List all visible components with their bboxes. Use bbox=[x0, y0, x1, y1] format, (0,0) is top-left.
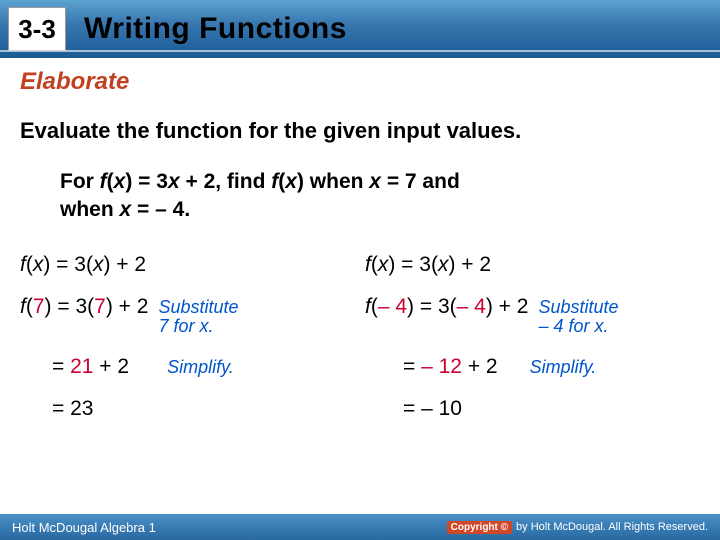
problem-text: + 2, find bbox=[180, 170, 272, 193]
problem-var: x bbox=[285, 170, 297, 193]
step-row: f(x) = 3(x) + 2 bbox=[20, 253, 355, 277]
txt: ( bbox=[371, 253, 378, 276]
lesson-number-box: 3-3 bbox=[8, 7, 66, 51]
computed-value: – 12 bbox=[421, 355, 462, 378]
lesson-number: 3-3 bbox=[18, 14, 56, 45]
step-note: Simplify. bbox=[530, 358, 597, 378]
note-line: – 4 for x. bbox=[538, 316, 608, 336]
problem-text: = 7 and bbox=[381, 170, 460, 193]
header-divider bbox=[0, 50, 720, 52]
problem-text: when bbox=[60, 198, 120, 221]
problem-var: x bbox=[120, 198, 132, 221]
var: x bbox=[33, 253, 44, 276]
problem-var: x bbox=[114, 170, 126, 193]
slide-title: Writing Functions bbox=[84, 12, 347, 46]
var: x bbox=[378, 253, 389, 276]
equation: = 21 + 2 bbox=[52, 355, 129, 379]
step-row: = 21 + 2 Simplify. bbox=[52, 355, 355, 379]
slide-header: 3-3 Writing Functions bbox=[0, 0, 720, 58]
step-note: Simplify. bbox=[167, 358, 234, 378]
problem-var: x bbox=[369, 170, 381, 193]
problem-text: ( bbox=[107, 170, 114, 193]
footer-copyright: Copyright © by Holt McDougal. All Rights… bbox=[447, 521, 708, 534]
note-line: Substitute bbox=[158, 297, 238, 317]
step-row: f(x) = 3(x) + 2 bbox=[365, 253, 700, 277]
txt: ( bbox=[371, 295, 378, 318]
txt: ( bbox=[26, 295, 33, 318]
copyright-text: by Holt McDougal. All Rights Reserved. bbox=[516, 521, 708, 533]
equation: f(– 4) = 3(– 4) + 2 bbox=[365, 295, 528, 319]
txt: ( bbox=[26, 253, 33, 276]
note-line: Substitute bbox=[538, 297, 618, 317]
computed-value: 21 bbox=[70, 355, 93, 378]
txt: = bbox=[52, 355, 70, 378]
step-row: = – 10 bbox=[403, 397, 700, 421]
txt: ) = 3( bbox=[407, 295, 457, 318]
txt: ) + 2 bbox=[103, 253, 146, 276]
problem-text: ) when bbox=[297, 170, 369, 193]
result: = – 10 bbox=[403, 397, 462, 421]
txt: ) = 3( bbox=[43, 253, 93, 276]
problem-var: x bbox=[168, 170, 180, 193]
txt: ) = 3( bbox=[388, 253, 438, 276]
step-row: f(7) = 3(7) + 2 Substitute7 for x. bbox=[20, 295, 355, 338]
step-note: Substitute7 for x. bbox=[158, 298, 238, 338]
substituted-value: – 4 bbox=[378, 295, 407, 318]
problem-fn: f bbox=[100, 170, 107, 193]
note-line: 7 for x. bbox=[158, 316, 213, 336]
step-row: f(– 4) = 3(– 4) + 2 Substitute– 4 for x. bbox=[365, 295, 700, 338]
left-column: f(x) = 3(x) + 2 f(7) = 3(7) + 2 Substitu… bbox=[20, 253, 355, 440]
substituted-value: 7 bbox=[33, 295, 45, 318]
txt: + 2 bbox=[462, 355, 498, 378]
equation: f(7) = 3(7) + 2 bbox=[20, 295, 148, 319]
problem-text: = – 4. bbox=[131, 198, 190, 221]
slide-content: Elaborate Evaluate the function for the … bbox=[0, 58, 720, 439]
section-heading: Elaborate bbox=[20, 68, 700, 96]
problem-text: ) = 3 bbox=[125, 170, 168, 193]
substituted-value: 7 bbox=[94, 295, 106, 318]
result: = 23 bbox=[52, 397, 93, 421]
txt: ) = 3( bbox=[45, 295, 95, 318]
problem-statement: For f(x) = 3x + 2, find f(x) when x = 7 … bbox=[60, 168, 680, 225]
work-columns: f(x) = 3(x) + 2 f(7) = 3(7) + 2 Substitu… bbox=[20, 253, 700, 440]
footer-source: Holt McDougal Algebra 1 bbox=[12, 520, 156, 535]
substituted-value: – 4 bbox=[457, 295, 486, 318]
txt: + 2 bbox=[93, 355, 129, 378]
step-note: Substitute– 4 for x. bbox=[538, 298, 618, 338]
problem-text: For bbox=[60, 170, 100, 193]
right-column: f(x) = 3(x) + 2 f(– 4) = 3(– 4) + 2 Subs… bbox=[365, 253, 700, 440]
slide-footer: Holt McDougal Algebra 1 Copyright © by H… bbox=[0, 514, 720, 540]
step-row: = 23 bbox=[52, 397, 355, 421]
var: x bbox=[438, 253, 449, 276]
txt: ) + 2 bbox=[106, 295, 149, 318]
txt: ) + 2 bbox=[486, 295, 529, 318]
instruction-text: Evaluate the function for the given inpu… bbox=[20, 118, 700, 144]
equation: = – 12 + 2 bbox=[403, 355, 498, 379]
var: x bbox=[93, 253, 104, 276]
step-row: = – 12 + 2 Simplify. bbox=[403, 355, 700, 379]
equation: f(x) = 3(x) + 2 bbox=[20, 253, 146, 277]
copyright-badge: Copyright © bbox=[447, 521, 512, 534]
txt: = bbox=[403, 355, 421, 378]
equation: f(x) = 3(x) + 2 bbox=[365, 253, 491, 277]
txt: ) + 2 bbox=[448, 253, 491, 276]
